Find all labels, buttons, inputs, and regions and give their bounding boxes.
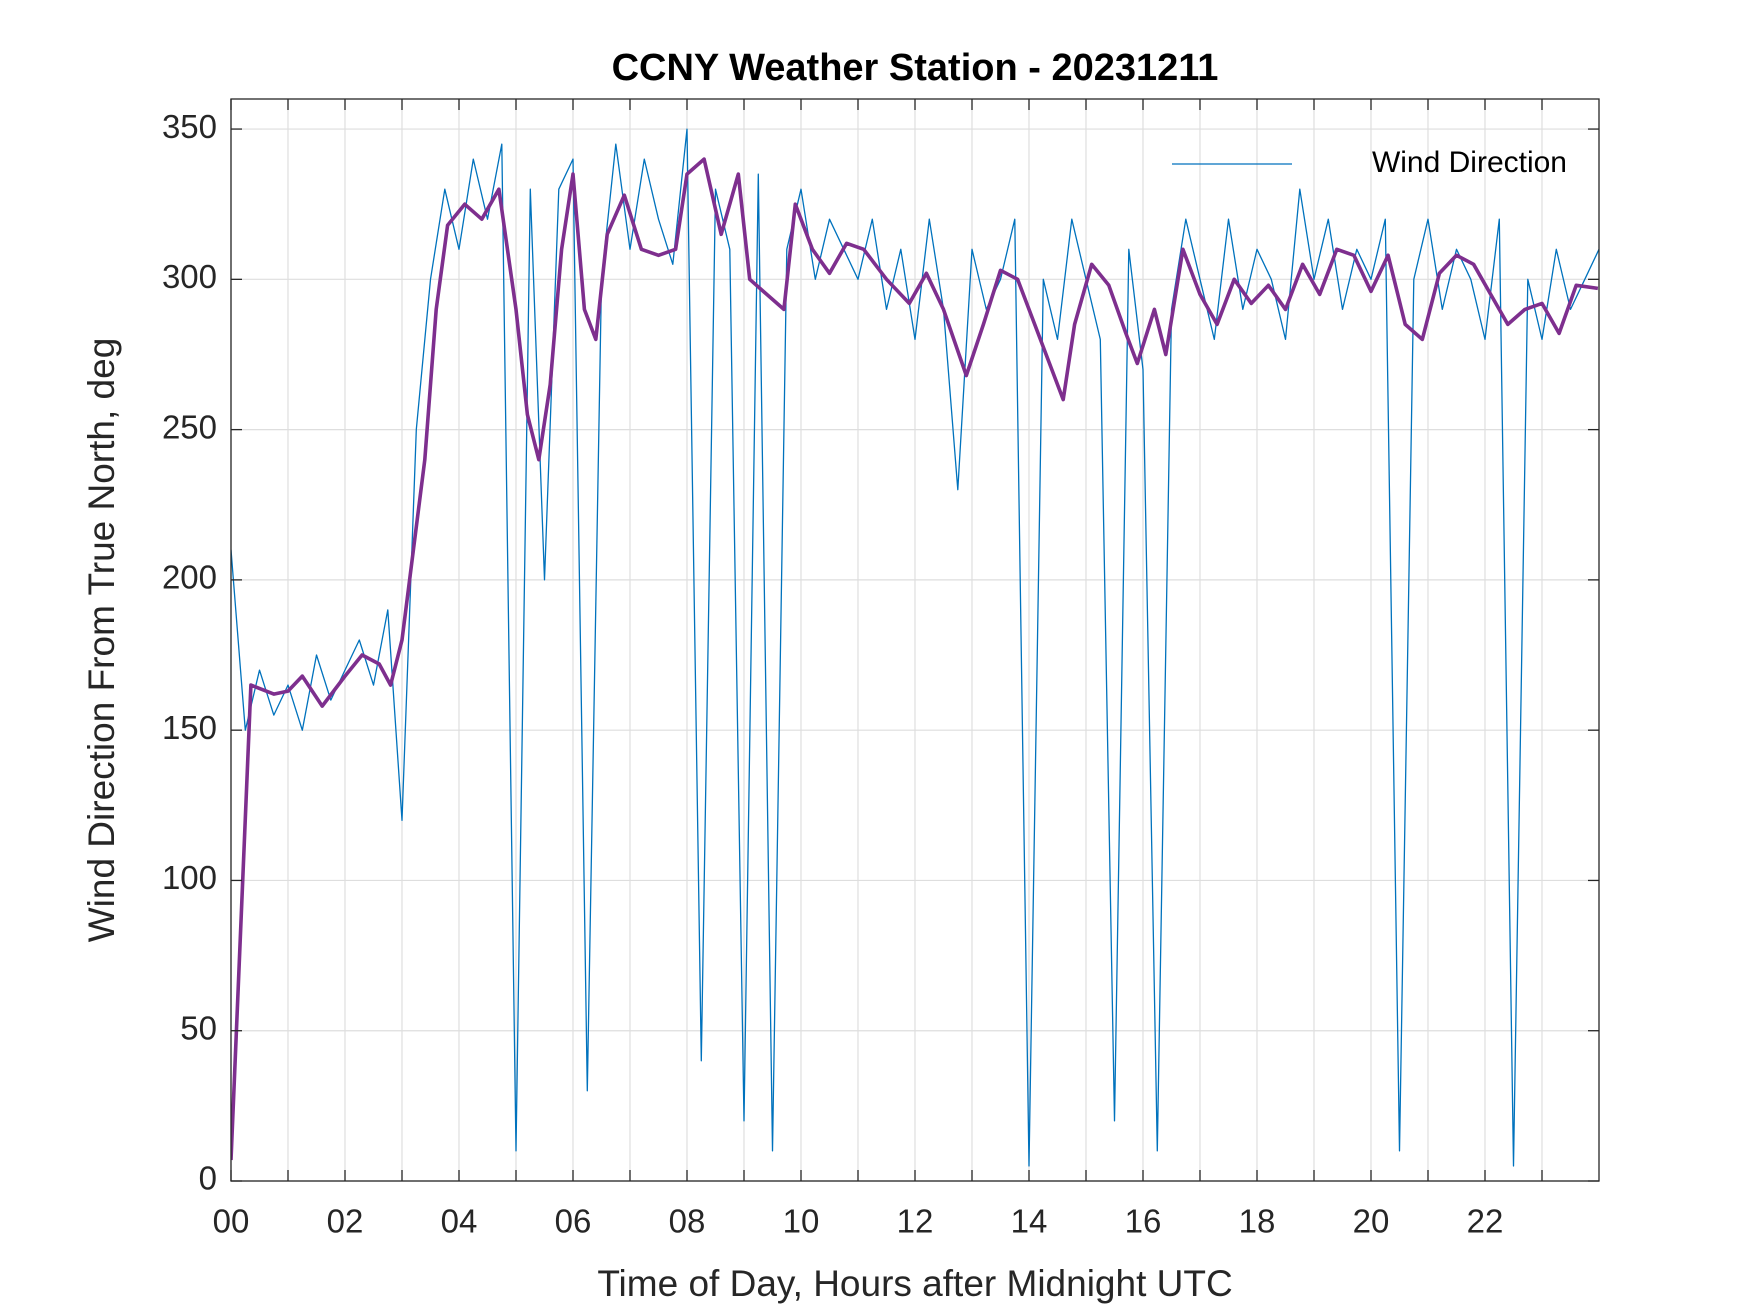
x-tick-label: 20: [1353, 1203, 1390, 1240]
y-tick-label: 150: [162, 709, 217, 746]
x-tick-label: 12: [897, 1203, 934, 1240]
x-tick-label: 02: [327, 1203, 364, 1240]
y-tick-label: 350: [162, 108, 217, 145]
x-tick-label: 16: [1125, 1203, 1162, 1240]
x-tick-label: 14: [1011, 1203, 1048, 1240]
data: [231, 128, 1599, 1167]
x-tick-label: 18: [1239, 1203, 1276, 1240]
x-tick-label: 08: [669, 1203, 706, 1240]
x-tick-label: 22: [1467, 1203, 1504, 1240]
x-tick-label: 04: [441, 1203, 478, 1240]
x-tick-label: 00: [213, 1203, 250, 1240]
y-tick-label: 50: [180, 1009, 217, 1046]
chart-title: CCNY Weather Station - 20231211: [612, 47, 1219, 89]
y-tick-label: 0: [199, 1160, 217, 1197]
x-tick-label: 06: [555, 1203, 592, 1240]
y-tick-label: 250: [162, 408, 217, 445]
y-tick-label: 300: [162, 258, 217, 295]
legend-label: Wind Direction: [1372, 146, 1567, 179]
data-line: [231, 128, 1599, 1167]
y-axis-label: Wind Direction From True North, deg: [81, 338, 122, 943]
axes-box: [230, 98, 1600, 1182]
x-tick-label: 10: [783, 1203, 820, 1240]
x-axis-label: Time of Day, Hours after Midnight UTC: [597, 1263, 1232, 1304]
y-tick-label: 100: [162, 859, 217, 896]
y-tick-label: 200: [162, 559, 217, 596]
data-line: [231, 157, 1599, 1161]
